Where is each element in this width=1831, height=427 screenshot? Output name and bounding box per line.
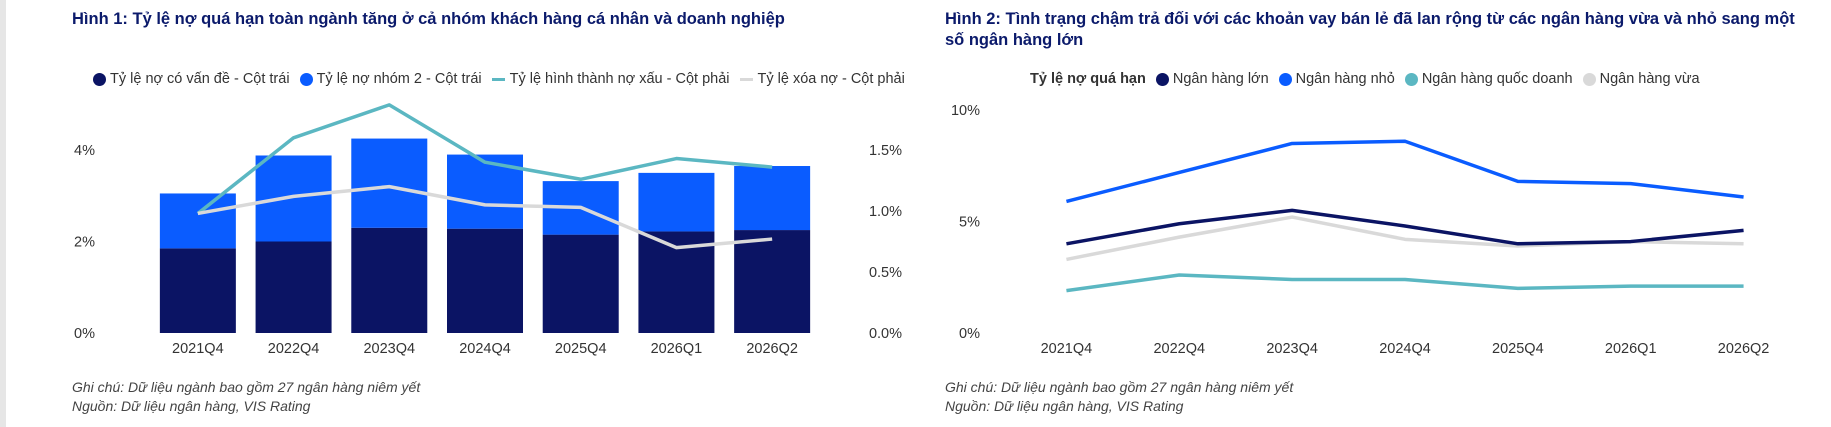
chart2-legend-item: Ngân hàng vừa [1582,71,1700,87]
chart1-legend-label: Tỷ lệ hình thành nợ xấu - Cột phải [509,71,730,87]
legend-line-icon [739,77,753,81]
chart2-title-line1: Hình 2: Tình trạng chậm trả đối với các … [945,10,1795,28]
chart1-bar-problem-debt [734,230,811,333]
chart2-xtick: 2026Q1 [1605,341,1657,357]
chart2-notes: Ghi chú: Dữ liệu ngành bao gồm 27 ngân h… [945,378,1293,416]
chart2-xtick: 2022Q4 [1153,341,1205,357]
chart1-line-npl-formation [196,103,773,215]
chart1-xtick: 2022Q4 [268,341,320,357]
chart1-legend-label: Tỷ lệ nợ nhóm 2 - Cột trái [316,71,482,87]
legend-dot-icon [1155,72,1169,86]
chart2-ytick: 10% [951,103,980,119]
chart1-bar-group2-debt [159,193,236,249]
chart2-line-medium-banks [1066,215,1744,262]
chart1-bar-problem-debt [159,248,236,333]
chart1-bar-group2-debt [734,166,811,231]
legend-dot-icon [1278,72,1292,86]
chart1-legend-item: Tỷ lệ nợ có vấn đề - Cột trái [93,71,290,87]
chart1-xtick: 2026Q2 [746,341,798,357]
chart1-notes: Ghi chú: Dữ liệu ngành bao gồm 27 ngân h… [72,378,420,416]
legend-dot-icon [1582,72,1596,86]
chart2-line-small-banks [1065,139,1744,204]
chart1-legend-label: Tỷ lệ xóa nợ - Cột phải [757,71,905,87]
legend-dot-icon [93,72,106,86]
legend-line-icon [491,77,505,81]
window-edge [0,0,6,427]
chart2-legend-label: Ngân hàng nhỏ [1295,71,1395,87]
chart2-xtick: 2021Q4 [1041,341,1093,357]
chart1-legend-label: Tỷ lệ nợ có vấn đề - Cột trái [110,71,290,87]
chart2-legend: Tỷ lệ nợ quá hạn Ngân hàng lớn Ngân hàng … [1030,71,1710,87]
chart1-bar-problem-debt [542,234,619,333]
chart2-xtick: 2026Q2 [1718,341,1770,357]
chart1-bar-group2-debt [255,155,332,242]
chart2-line-state-banks [1066,273,1744,293]
chart1-bar-problem-debt [447,228,523,333]
chart1-xtick: 2025Q4 [555,341,607,357]
chart1-xtick: 2023Q4 [363,341,415,357]
chart2-xtick: 2023Q4 [1266,341,1318,357]
chart1-title: Hình 1: Tỷ lệ nợ quá hạn toàn ngành tăng… [72,10,785,28]
chart1-ytick-left: 4% [74,143,95,159]
chart2-source: Nguồn: Dữ liệu ngân hàng, VIS Rating [945,398,1184,414]
chart2-legend-item: Ngân hàng quốc doanh [1404,71,1573,87]
chart1-ytick-right: 0.5% [869,265,902,281]
chart2-xtick: 2025Q4 [1492,341,1544,357]
chart2-title-line2: số ngân hàng lớn [945,31,1084,49]
chart1-bar-group2-debt [638,172,715,232]
chart2-legend-label: Ngân hàng quốc doanh [1421,71,1573,87]
chart1-legend: Tỷ lệ nợ có vấn đề - Cột trái Tỷ lệ nợ nh… [93,71,915,87]
chart1-bar-problem-debt [255,241,332,333]
chart2-title: Hình 2: Tình trạng chậm trả đối với các … [945,9,1825,51]
chart1-legend-item: Tỷ lệ xóa nợ - Cột phải [739,71,905,87]
chart1-bar-group2-debt [351,138,428,228]
chart2-legend-item: Ngân hàng nhỏ [1278,71,1395,87]
chart2-note: Ghi chú: Dữ liệu ngành bao gồm 27 ngân h… [945,379,1294,395]
legend-dot-icon [1404,72,1418,86]
chart2-legend-item: Ngân hàng lớn [1155,71,1269,87]
chart2-legend-label: Ngân hàng vừa [1599,71,1700,87]
chart2-legend-heading: Tỷ lệ nợ quá hạn [1030,71,1146,87]
chart2-ytick: 0% [959,326,980,342]
chart1-xtick: 2021Q4 [172,341,224,357]
chart2-line-large-banks [1066,208,1744,246]
chart1-xtick: 2024Q4 [459,341,511,357]
chart1-ytick-right: 0.0% [869,326,902,342]
chart1-ytick-right: 1.0% [869,204,902,220]
chart1-legend-item: Tỷ lệ hình thành nợ xấu - Cột phải [491,71,730,87]
chart1-xtick: 2026Q1 [651,341,703,357]
chart2-legend-label: Ngân hàng lớn [1172,71,1269,87]
chart1-legend-item: Tỷ lệ nợ nhóm 2 - Cột trái [299,71,482,87]
chart2-ytick: 5% [959,215,980,231]
chart1-line-writeoff [197,184,773,250]
chart1-ytick-left: 2% [74,235,95,251]
chart1-note: Ghi chú: Dữ liệu ngành bao gồm 27 ngân h… [72,379,421,395]
legend-dot-icon [299,72,313,86]
chart1-source: Nguồn: Dữ liệu ngân hàng, VIS Rating [72,398,311,414]
chart1-ytick-right: 1.5% [869,143,902,159]
chart1-bar-problem-debt [351,227,428,333]
chart2-xtick: 2024Q4 [1379,341,1431,357]
chart1-ytick-left: 0% [74,326,95,342]
